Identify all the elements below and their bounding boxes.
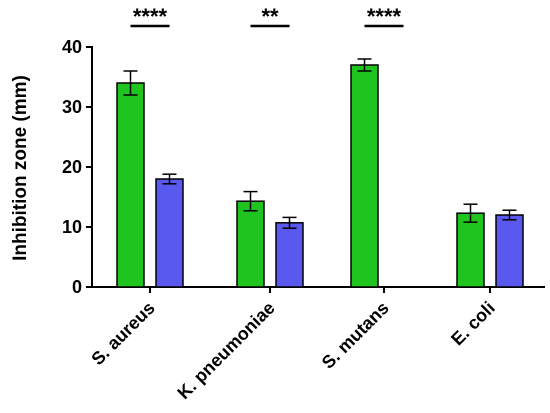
bar [275,222,304,288]
bar [350,64,379,288]
y-tick-label: 20 [62,157,82,177]
x-tick-label: S. mutans [318,298,393,373]
y-tick-label: 40 [62,37,82,57]
y-tick-label: 0 [72,277,82,297]
significance-annotations: **** ** **** [130,4,404,29]
bar [155,178,184,288]
bar [495,214,524,288]
bar [236,200,265,288]
bar [456,212,485,288]
y-tick-label: 10 [62,217,82,237]
significance-label: ** [261,4,279,29]
significance-label: **** [133,4,168,29]
x-tick-label: K. pneumoniae [173,298,278,403]
significance-label: **** [367,4,402,29]
x-tick-label: E. coli [447,298,499,350]
x-tick-label: S. aureus [87,298,158,369]
bar [116,82,145,288]
y-tick-label: 30 [62,97,82,117]
bars [116,58,524,288]
y-axis-title: Inhibition zone (mm) [10,75,31,261]
